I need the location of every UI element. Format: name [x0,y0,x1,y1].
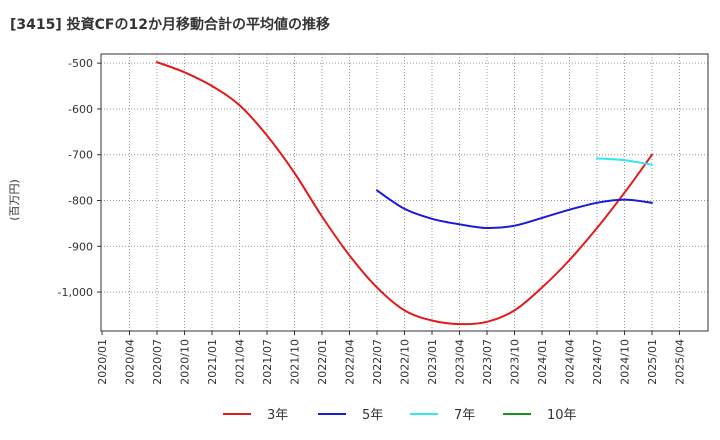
series [156,61,653,326]
legend-label: 7年 [454,408,475,423]
x-tick-label: 2020/01 [96,339,109,385]
x-tick-label: 2025/04 [674,339,687,385]
y-tick-label: -1,000 [58,286,93,299]
series-line-5年 [376,189,653,230]
x-tick-label: 2023/10 [509,339,522,385]
y-tick-label: -700 [68,149,93,162]
x-tick-label: 2024/04 [564,339,577,385]
y-axis-label: (百万円) [8,179,21,221]
series-line-3年 [156,61,653,326]
x-tick-label: 2024/07 [591,339,604,385]
x-tick-label: 2025/01 [646,339,659,385]
legend-label: 10年 [547,408,577,423]
x-tick-label: 2021/04 [234,339,247,385]
x-tick-label: 2020/07 [151,339,164,385]
x-tick-label: 2022/07 [371,339,384,385]
x-tick-label: 2022/01 [316,339,329,385]
chart-title: [3415] 投資CFの12か月移動合計の平均値の推移 [10,17,330,33]
x-tick-label: 2022/10 [399,339,412,385]
legend: 3年 5年 7年 10年 [223,408,577,423]
x-tick-label: 2023/01 [426,339,439,385]
x-tick-label: 2020/10 [179,339,192,385]
grid [101,54,708,331]
x-tick-label: 2023/04 [454,339,467,385]
x-tick-label: 2021/01 [206,339,219,385]
x-tick-label: 2024/01 [536,339,549,385]
x-axis: 2020/01 2020/04 2020/07 2020/10 2021/01 2021/… [96,331,687,385]
y-tick-label: -900 [68,240,93,253]
x-tick-label: 2022/04 [344,339,357,385]
y-tick-label: -500 [68,57,93,70]
y-axis: -500 -600 -700 -800 -900 -1,000 [58,57,101,299]
y-tick-label: -600 [68,103,93,116]
x-tick-label: 2021/10 [289,339,302,385]
legend-label: 3年 [267,408,288,423]
legend-label: 5年 [362,408,383,423]
y-tick-label: -800 [68,195,93,208]
series-line-7年 [596,157,653,166]
x-tick-label: 2023/07 [481,339,494,385]
x-tick-label: 2020/04 [124,339,137,385]
x-tick-label: 2021/07 [261,339,274,385]
x-tick-label: 2024/10 [619,339,632,385]
